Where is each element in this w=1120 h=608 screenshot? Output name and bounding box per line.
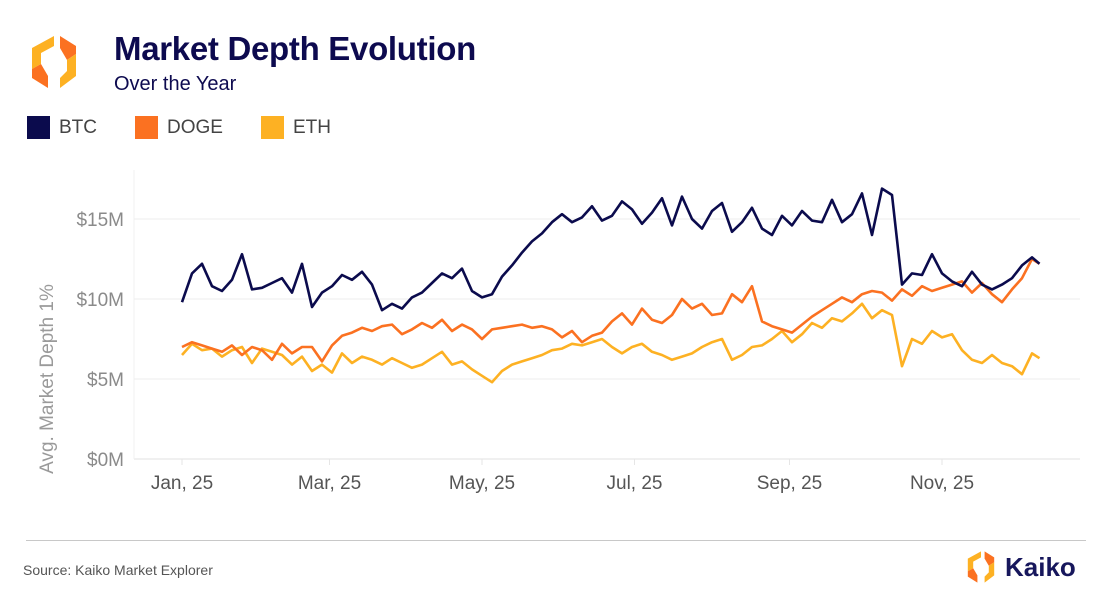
series-lines: [180, 187, 1041, 384]
brand-name: Kaiko: [1005, 551, 1076, 582]
legend-item-doge[interactable]: DOGE: [135, 116, 223, 139]
legend: BTC DOGE ETH: [27, 116, 369, 139]
y-axis-title: Avg. Market Depth 1%: [37, 284, 58, 474]
chart-subtitle: Over the Year: [114, 73, 237, 95]
footer-divider: [26, 540, 1086, 541]
legend-swatch-eth: [260, 116, 284, 139]
y-tick-label: $10M: [76, 290, 124, 311]
x-tick-label: Mar, 25: [298, 473, 361, 494]
x-tick-label: Sep, 25: [757, 473, 823, 494]
x-tick-label: Nov, 25: [910, 473, 974, 494]
y-tick-label: $5M: [87, 370, 124, 391]
series-line-btc: [180, 187, 1041, 312]
legend-swatch-btc: [27, 116, 50, 139]
legend-item-btc[interactable]: BTC: [27, 116, 97, 139]
series-line-doge: [181, 257, 1041, 363]
y-tick-label: $0M: [87, 450, 124, 471]
source-note: Source: Kaiko Market Explorer: [23, 562, 213, 578]
x-axis-ticks: Jan, 25 Mar, 25 May, 25 Jul, 25 Sep, 25 Nov, …: [151, 459, 974, 494]
y-axis-ticks: $0M $5M $10M $15M: [76, 210, 124, 471]
kaiko-brand-logo-icon: [967, 551, 995, 583]
legend-label-doge: DOGE: [167, 116, 223, 138]
legend-item-eth[interactable]: ETH: [260, 116, 331, 139]
kaiko-logo-icon: [32, 36, 76, 88]
y-tick-label: $15M: [76, 210, 124, 231]
legend-label-eth: ETH: [292, 116, 331, 138]
chart-title: Market Depth Evolution: [114, 30, 476, 67]
legend-label-btc: BTC: [59, 116, 97, 138]
x-tick-label: Jan, 25: [151, 473, 213, 494]
brand-mark[interactable]: Kaiko: [963, 549, 1076, 585]
legend-swatch-doge: [135, 116, 158, 139]
gridlines: [133, 170, 1080, 460]
x-tick-label: Jul, 25: [607, 473, 663, 494]
series-line-eth: [181, 302, 1041, 384]
line-chart: $0M $5M $10M $15M Jan, 25 Mar, 25 May, 25 Jul,…: [37, 170, 1080, 494]
x-tick-label: May, 25: [449, 473, 515, 494]
